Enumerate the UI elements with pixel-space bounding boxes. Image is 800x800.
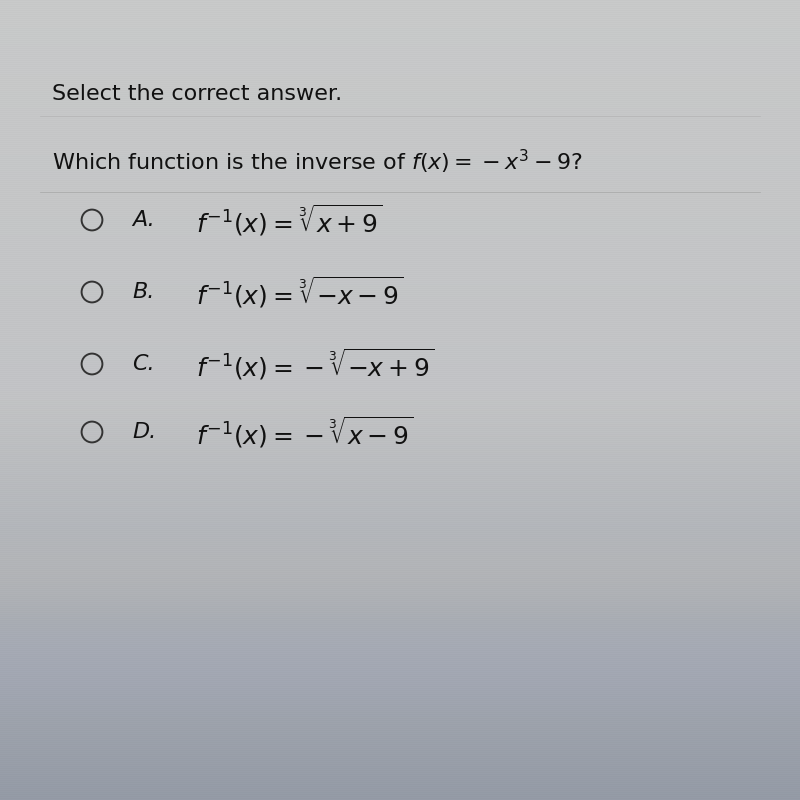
Text: $f^{-1}(x) = \sqrt[3]{-x - 9}$: $f^{-1}(x) = \sqrt[3]{-x - 9}$ [196,274,404,310]
Text: $f^{-1}(x) = -\sqrt[3]{x - 9}$: $f^{-1}(x) = -\sqrt[3]{x - 9}$ [196,414,414,450]
Text: B.: B. [132,282,154,302]
Text: A.: A. [132,210,154,230]
Text: Which function is the inverse of $f(x) = -x^3 - 9$?: Which function is the inverse of $f(x) =… [52,148,582,176]
Text: $f^{-1}(x) = -\sqrt[3]{-x + 9}$: $f^{-1}(x) = -\sqrt[3]{-x + 9}$ [196,346,434,382]
Text: D.: D. [132,422,156,442]
Text: C.: C. [132,354,154,374]
Text: Select the correct answer.: Select the correct answer. [52,84,342,104]
Text: $f^{-1}(x) = \sqrt[3]{x + 9}$: $f^{-1}(x) = \sqrt[3]{x + 9}$ [196,202,383,238]
